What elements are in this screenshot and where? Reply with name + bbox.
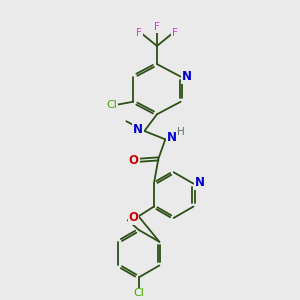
Text: N: N: [182, 70, 192, 83]
Text: O: O: [129, 211, 139, 224]
Text: Cl: Cl: [134, 289, 144, 298]
Text: O: O: [129, 154, 139, 167]
Text: Cl: Cl: [106, 100, 117, 110]
Text: H: H: [177, 127, 184, 136]
Text: F: F: [136, 28, 142, 38]
Text: F: F: [172, 28, 178, 38]
Text: N: N: [167, 130, 176, 144]
Text: N: N: [133, 123, 143, 136]
Text: N: N: [195, 176, 205, 189]
Text: F: F: [154, 22, 160, 32]
